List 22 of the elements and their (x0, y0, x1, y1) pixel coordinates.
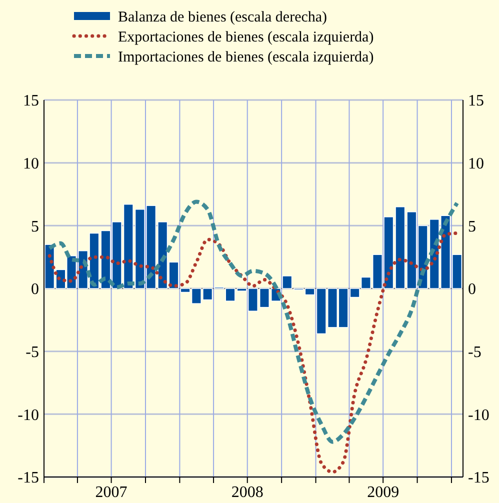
y-tick-label: 10 (23, 155, 39, 172)
legend-label: Balanza de bienes (escala derecha) (118, 9, 328, 26)
y-tick-label: 0 (31, 281, 39, 298)
y-tick-label: -10 (18, 406, 39, 424)
y2-tick-label: -15 (468, 470, 490, 487)
y2-tick-label: -5 (468, 344, 482, 361)
y2-tick-label: 15 (468, 92, 484, 110)
y-tick-label: -15 (18, 470, 39, 487)
y-tick-label: 15 (23, 92, 39, 110)
line-series (48, 231, 459, 474)
line-series (48, 200, 460, 444)
y2-tick-label: 5 (468, 218, 476, 236)
x-tick-label: 2007 (95, 484, 128, 501)
legend-label: Exportaciones de bienes (escala izquierda) (118, 29, 374, 46)
x-tick-label: 2009 (367, 484, 400, 501)
y2-tick-label: 0 (468, 281, 476, 298)
y2-tick-label: -10 (468, 406, 490, 424)
legend-label: Importaciones de bienes (escala izquierda) (118, 49, 374, 66)
y2-tick-label: 10 (468, 155, 484, 172)
y-tick-label: -5 (26, 344, 39, 361)
y-tick-label: 5 (31, 218, 39, 236)
x-tick-label: 2008 (231, 484, 264, 501)
